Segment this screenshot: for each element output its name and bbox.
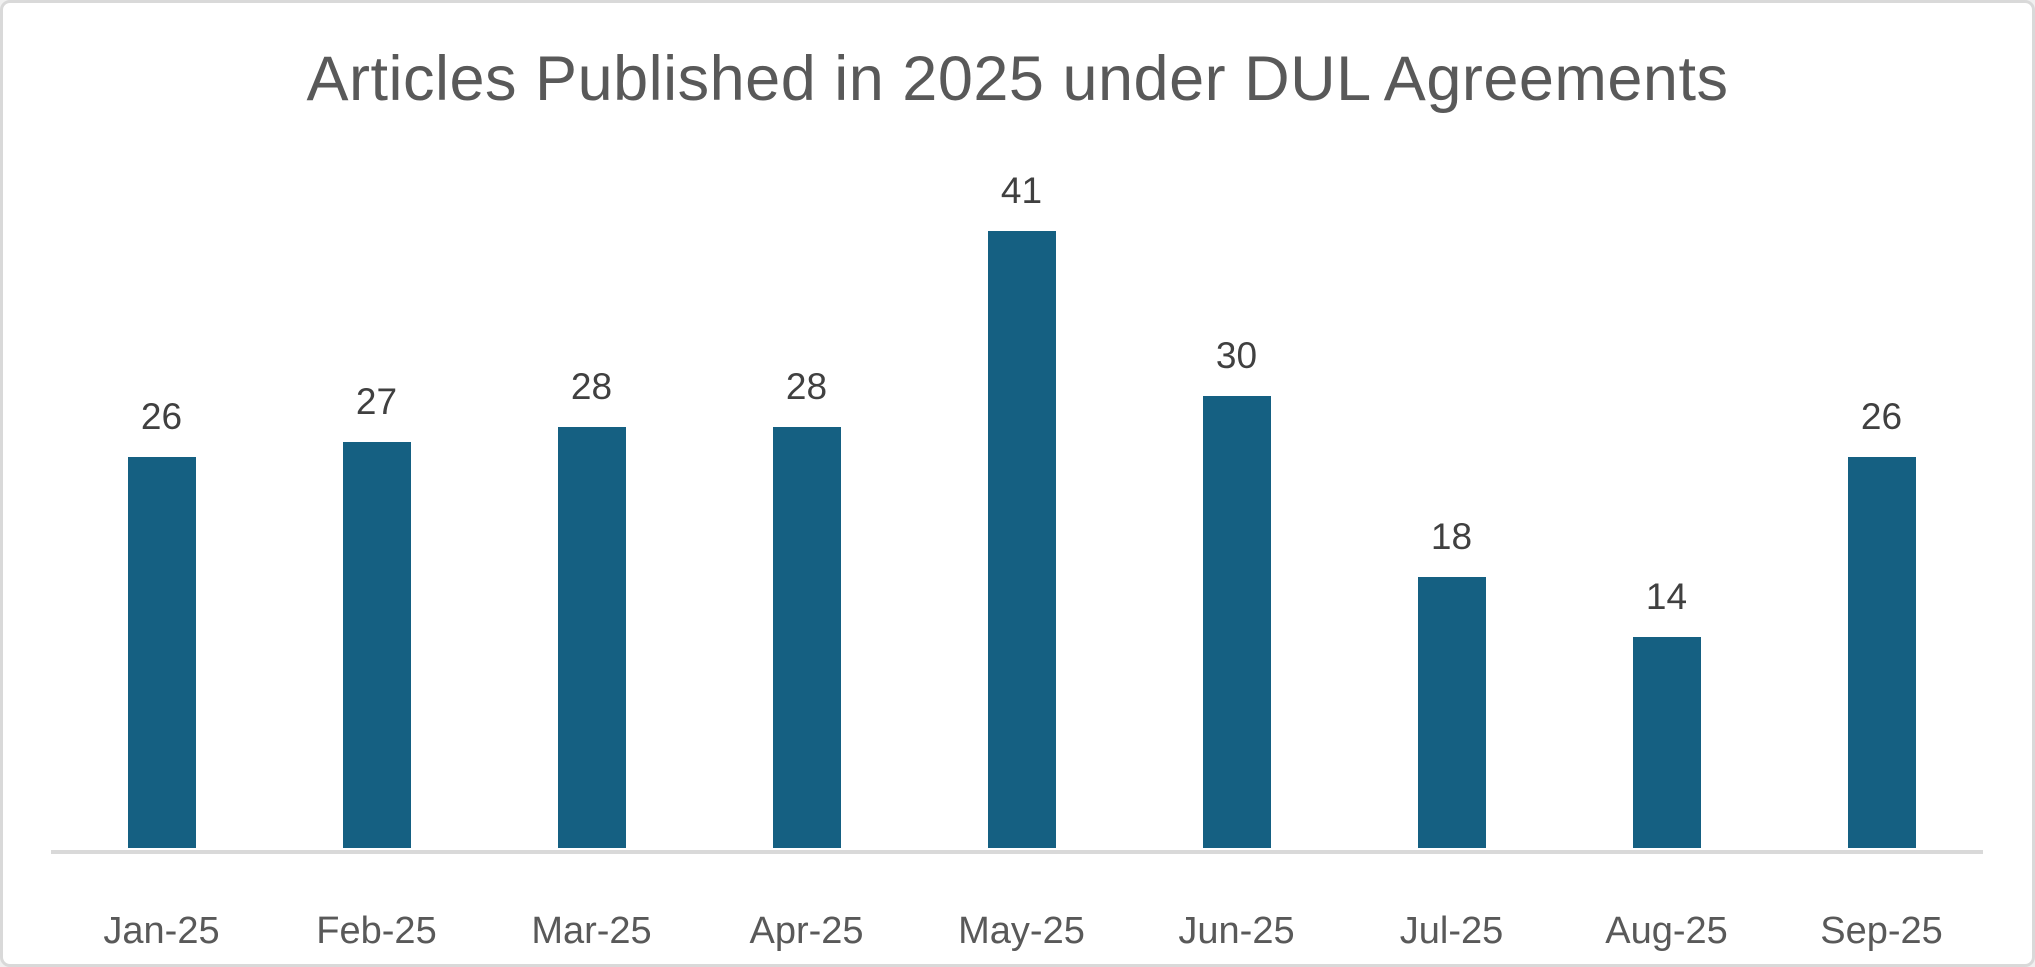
- data-label-May-25: 41: [1000, 170, 1043, 211]
- x-axis-label-Aug-25: Aug-25: [1605, 910, 1728, 952]
- bar-Jan-25: [127, 457, 196, 848]
- data-label-Jan-25: 26: [140, 396, 183, 437]
- data-label-Jun-25: 30: [1215, 335, 1258, 376]
- x-axis-label-May-25: May-25: [958, 910, 1085, 952]
- bar-Jun-25: [1202, 396, 1271, 848]
- x-axis-label-Jul-25: Jul-25: [1399, 910, 1504, 952]
- data-label-Apr-25: 28: [785, 366, 828, 407]
- data-label-Sep-25: 26: [1860, 396, 1903, 437]
- x-axis-label-Jun-25: Jun-25: [1178, 910, 1295, 952]
- data-label-Mar-25: 28: [570, 366, 613, 407]
- x-axis-line: [51, 850, 1983, 854]
- x-axis-label-Feb-25: Feb-25: [316, 910, 437, 952]
- chart-title: Articles Published in 2025 under DUL Agr…: [306, 44, 1729, 114]
- data-label-Feb-25: 27: [355, 381, 398, 422]
- bar-Sep-25: [1847, 457, 1916, 848]
- bar-Apr-25: [772, 427, 841, 848]
- x-axis-label-Sep-25: Sep-25: [1820, 910, 1943, 952]
- bar-Jul-25: [1417, 577, 1486, 848]
- x-axis-label-Apr-25: Apr-25: [749, 910, 864, 952]
- plot-area: 26 Jan-25 27 Feb-25 28 Mar-25 28 Apr-25 41 May-25…: [3, 3, 2032, 964]
- bar-Aug-25: [1632, 637, 1701, 848]
- data-label-Aug-25: 14: [1645, 576, 1688, 617]
- bar-May-25: [987, 231, 1056, 848]
- bar-Feb-25: [342, 442, 411, 848]
- x-axis-label-Jan-25: Jan-25: [103, 910, 220, 952]
- bar-Mar-25: [557, 427, 626, 848]
- x-axis-label-Mar-25: Mar-25: [531, 910, 652, 952]
- data-label-Jul-25: 18: [1430, 516, 1473, 557]
